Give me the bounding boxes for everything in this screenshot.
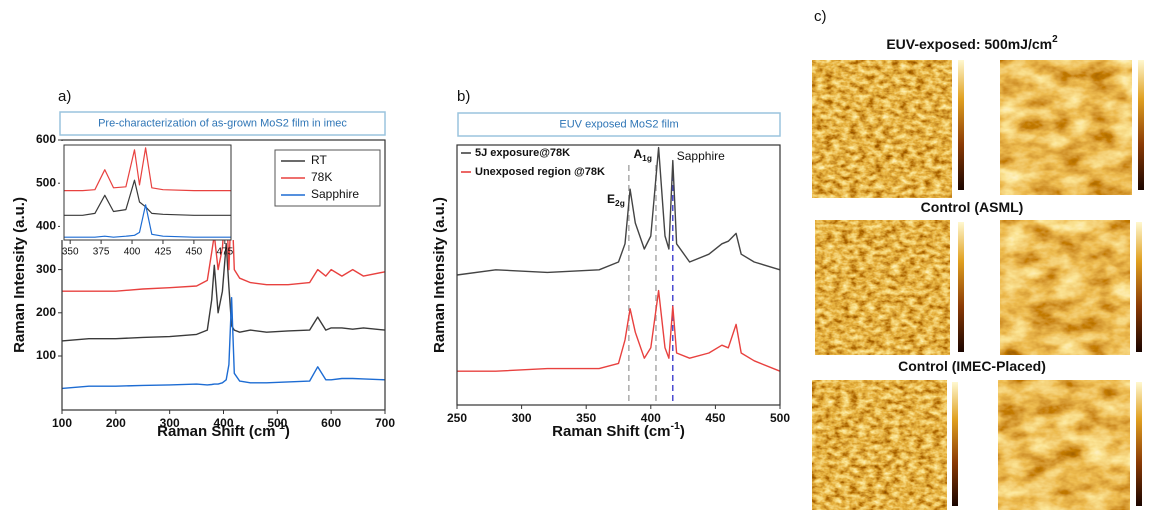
spectrum-line	[457, 289, 781, 372]
y-tick-label: 500	[36, 175, 56, 189]
label: Sapphire	[677, 149, 725, 163]
colorbar	[1138, 60, 1144, 190]
y-tick-label: 300	[36, 262, 56, 276]
label-tail: )	[680, 423, 685, 440]
colorbar	[1136, 382, 1142, 506]
y-tick-label: 100	[36, 348, 56, 362]
chart-title: EUV exposed MoS2 film	[559, 118, 678, 130]
afm-image	[812, 60, 952, 198]
label: Raman Shift (cm-1)	[157, 420, 290, 440]
label-text: Raman Shift (cm	[552, 423, 670, 440]
y-tick-label: 600	[36, 132, 56, 146]
label-tail: )	[285, 423, 290, 440]
x-tick-label: 300	[512, 411, 532, 425]
afm-panel: c) EUV-exposed: 500mJ/cm2 Control (ASML)…	[812, 8, 1144, 510]
label-text: Sapphire	[677, 149, 725, 163]
title-box	[59, 111, 386, 136]
chart: b) EUV exposed MoS2 film E2g A1g Sapphire 250…	[431, 88, 790, 440]
spectrum-line	[64, 204, 231, 238]
panel-label: a)	[58, 88, 71, 105]
legend-label: RT	[311, 153, 327, 167]
spectrum-line	[64, 147, 231, 192]
x-tick-label: 400	[124, 247, 141, 258]
afm-row-title: Control (IMEC-Placed)	[898, 358, 1046, 374]
y-tick-label: 400	[36, 219, 56, 233]
x-tick-label: 375	[93, 247, 110, 258]
panel-label: c)	[814, 8, 827, 25]
x-tick-label: 400	[213, 416, 233, 430]
afm-row-title: EUV-exposed: 500mJ/cm2	[886, 34, 1058, 52]
afm-image	[998, 380, 1130, 510]
spectrum-line	[64, 179, 231, 216]
label: Raman Shift (cm-1)	[552, 420, 685, 440]
legend-label: 5J exposure@78K	[475, 147, 570, 159]
plot-frame	[456, 144, 781, 406]
x-tick-label: 500	[770, 411, 790, 425]
afm-image	[1000, 60, 1132, 195]
x-tick-label: 700	[375, 416, 395, 430]
x-tick-label: 300	[160, 416, 180, 430]
x-tick-label: 350	[576, 411, 596, 425]
x-tick-label: 400	[641, 411, 661, 425]
y-axis-label: Raman Intensity (a.u.)	[11, 197, 28, 353]
spectrum-line	[456, 146, 781, 276]
plot-frame	[63, 144, 232, 241]
colorbar	[958, 222, 964, 352]
legend-label: Unexposed region @78K	[475, 166, 605, 178]
inset-chart: 350 375 400 425 450 475	[60, 141, 235, 258]
legend-label: Sapphire	[311, 187, 359, 201]
spectrum-line	[61, 243, 386, 342]
colorbar	[1136, 222, 1142, 352]
x-tick-label: 450	[705, 411, 725, 425]
y-tick-label: 200	[36, 305, 56, 319]
afm-row-title: Control (ASML)	[921, 199, 1024, 215]
label-sup: -1	[276, 420, 285, 432]
title-text: Control (ASML)	[921, 199, 1024, 215]
title-box	[457, 112, 781, 137]
x-tick-label: 350	[62, 247, 79, 258]
x-tick-label: 600	[321, 416, 341, 430]
colorbar	[958, 60, 964, 190]
label-text: Raman Shift (cm	[157, 423, 275, 440]
label-sub: 1g	[642, 153, 652, 163]
panel-label: b)	[457, 88, 470, 105]
colorbar	[952, 382, 958, 506]
title-text: Control (IMEC-Placed)	[898, 358, 1046, 374]
x-tick-label: 500	[267, 416, 287, 430]
title-text: EUV-exposed: 500mJ/cm	[886, 36, 1052, 52]
x-tick-label: 425	[155, 247, 172, 258]
label: A1g	[634, 147, 652, 163]
spectrum-line	[61, 297, 386, 390]
x-tick-label: 200	[106, 416, 126, 430]
afm-image	[815, 220, 950, 355]
label-sub: 2g	[615, 198, 625, 208]
afm-image	[1000, 220, 1130, 355]
x-tick-label: 475	[216, 247, 233, 258]
label-text: A	[634, 147, 643, 161]
label-sup: -1	[671, 420, 680, 432]
chart-title: Pre-characterization of as-grown MoS2 fi…	[98, 117, 347, 129]
x-tick-label: 450	[186, 247, 203, 258]
legend-label: 78K	[311, 170, 332, 184]
label: E2g	[607, 192, 625, 208]
label-text: E	[607, 192, 615, 206]
chart: a) Pre-characterization of as-grown MoS2 …	[11, 88, 395, 440]
title-sup: 2	[1052, 34, 1058, 45]
afm-image	[812, 380, 947, 510]
x-tick-label: 100	[52, 416, 72, 430]
y-axis-label: Raman Intensity (a.u.)	[431, 197, 448, 353]
x-tick-label: 250	[447, 411, 467, 425]
